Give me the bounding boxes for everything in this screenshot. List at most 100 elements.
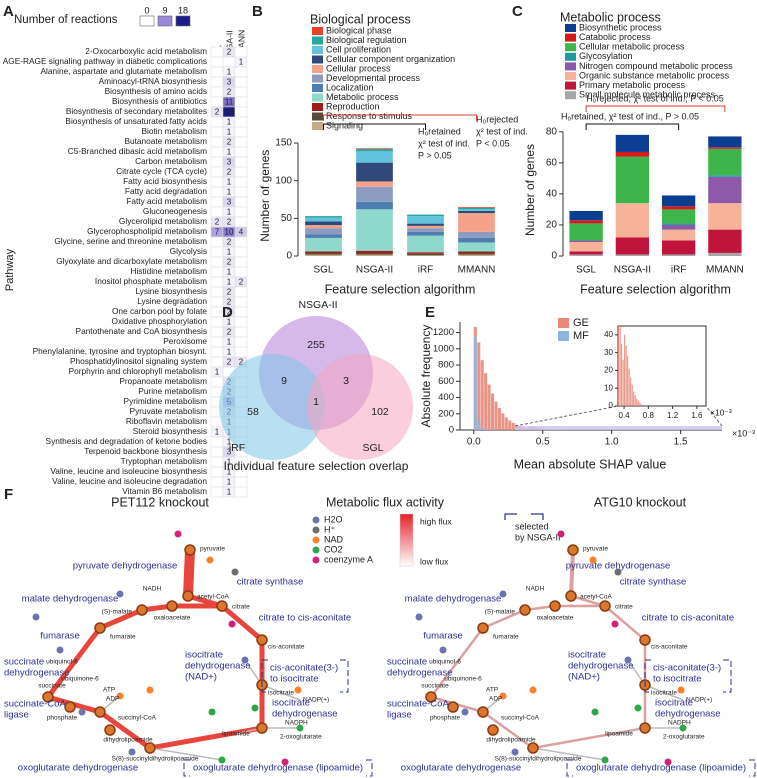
metabolite-label: pyruvate — [200, 546, 225, 553]
metabolite-node — [527, 742, 539, 754]
cell-value: 1 — [227, 188, 232, 197]
empty-cell — [210, 166, 224, 178]
bar-segment — [661, 209, 696, 224]
enzyme-label: (NAD+) — [568, 672, 600, 683]
metabolite-label: oxaloacetate — [154, 615, 191, 622]
empty-cell — [210, 236, 224, 248]
cofactor-node — [624, 656, 632, 664]
legend-label: Reproduction — [326, 101, 380, 111]
diagram-title: ATG10 knockout — [594, 495, 687, 509]
side-edges — [482, 659, 684, 761]
row-label: Biotin metabolism — [142, 126, 208, 136]
y-tick-label: 1200 — [433, 327, 454, 338]
enzyme-label: succinate — [4, 657, 44, 668]
metabolite-node — [549, 600, 561, 612]
empty-cell — [234, 106, 248, 118]
metabolite-label: lipoamide — [222, 731, 250, 738]
metabolite-label: S(8)-succinyldihydrolipoamide — [495, 756, 582, 763]
enzyme-label: malate dehydrogenase — [405, 594, 502, 605]
cofactor-node — [499, 590, 507, 598]
row-label: Valine, leucine and isoleucine biosynthe… — [50, 466, 207, 476]
cell-value: 2 — [227, 358, 232, 367]
empty-cell — [210, 196, 224, 208]
metabolite-node — [184, 544, 196, 556]
cell-value: 3 — [227, 198, 232, 207]
colorbar-tick-label: 9 — [162, 5, 167, 15]
inset-y-tick-label: 0 — [609, 401, 614, 410]
legend-label: MF — [573, 330, 589, 342]
flux-title: Metabolic flux activity — [326, 495, 445, 509]
colorbar-tick-label: 0 — [144, 5, 149, 15]
bar-segment — [305, 216, 342, 218]
histogram-bar — [639, 402, 641, 406]
empty-cell — [234, 66, 248, 78]
legend-swatch — [565, 52, 576, 61]
empty-cell — [234, 346, 248, 358]
bar-segment — [708, 136, 742, 148]
y-tick-label: 50 — [281, 213, 293, 224]
y-axis-label: Number of genes — [523, 144, 537, 236]
bar-segment — [407, 252, 444, 254]
row-label: Porphyrin and chlorophyll metabolism — [69, 366, 207, 376]
metabolite-label: NADH — [143, 586, 162, 593]
diagram-pet112: pyruvate NADH acetyl-CoA oxaloacetate (S)-ma… — [4, 530, 373, 777]
enzyme-label: dehydrogenase — [568, 661, 634, 672]
legend-dot — [312, 546, 320, 554]
cell-value: 1 — [227, 338, 232, 347]
histogram-bar — [637, 400, 639, 406]
histogram-bar — [624, 334, 626, 406]
bar-segment — [407, 235, 444, 253]
cofactor-node — [116, 692, 124, 700]
empty-cell — [234, 206, 248, 218]
cell-value: 1 — [227, 488, 232, 497]
annotation: H₀retained, χ² test of ind., P > 0.05 — [561, 111, 699, 121]
y-axis-label: Pathway — [4, 248, 16, 291]
histogram-bar — [473, 336, 477, 430]
legend-swatch — [312, 36, 323, 45]
cofactor-node — [32, 613, 40, 621]
row-label: Fatty acid degradation — [125, 186, 207, 196]
metabolite-node — [565, 590, 577, 602]
empty-cell — [234, 116, 248, 128]
cell-value: 2 — [215, 218, 220, 227]
empty-cell — [234, 86, 248, 98]
histogram-bar — [630, 377, 632, 406]
bracket — [323, 123, 426, 130]
x-axis-label: Mean absolute SHAP value — [514, 457, 667, 471]
colorbar-swatch — [139, 15, 155, 27]
region-count: 9 — [281, 375, 287, 387]
cofactor-node — [439, 646, 447, 654]
histogram-bar — [634, 395, 636, 406]
cofactor-node — [231, 568, 239, 576]
row-label: Glycolysis — [170, 246, 207, 256]
empty-cell — [234, 336, 248, 348]
empty-cell — [234, 76, 248, 88]
row-label: Oxidative phosphorylation — [112, 316, 208, 326]
cell-value: 1 — [227, 318, 232, 327]
legend-swatch — [565, 91, 576, 100]
empty-cell — [210, 86, 224, 98]
row-label: Histidine metabolism — [130, 266, 207, 276]
cell-value: 1 — [227, 248, 232, 257]
cofactor-node — [228, 620, 236, 628]
metabolite-label: pyruvate — [583, 546, 608, 553]
legend-label: Organic substance metabolic process — [579, 70, 730, 80]
y-tick-label: 400 — [438, 392, 454, 403]
enzyme-label: isocitrate — [272, 698, 310, 709]
bar-segment — [615, 203, 650, 238]
annotation: χ² test of ind. — [476, 126, 528, 136]
empty-cell — [222, 56, 236, 68]
empty-cell — [234, 316, 248, 328]
enzyme-label: dehydrogenase — [387, 668, 453, 679]
legend-swatch — [312, 46, 323, 54]
cofactor-node — [241, 656, 249, 664]
cell-value: 2 — [227, 288, 232, 297]
bar-segment — [356, 151, 393, 163]
selection-note: selected — [515, 521, 549, 531]
metabolite-label: isocitrate — [268, 690, 294, 697]
metabolite-label: citrate — [615, 604, 633, 611]
metabolite-label: ubiquinone-6 — [61, 676, 99, 683]
row-label: Glycerophospholipid metabolism — [87, 226, 207, 236]
legend-label: Glycosylation — [579, 51, 633, 61]
